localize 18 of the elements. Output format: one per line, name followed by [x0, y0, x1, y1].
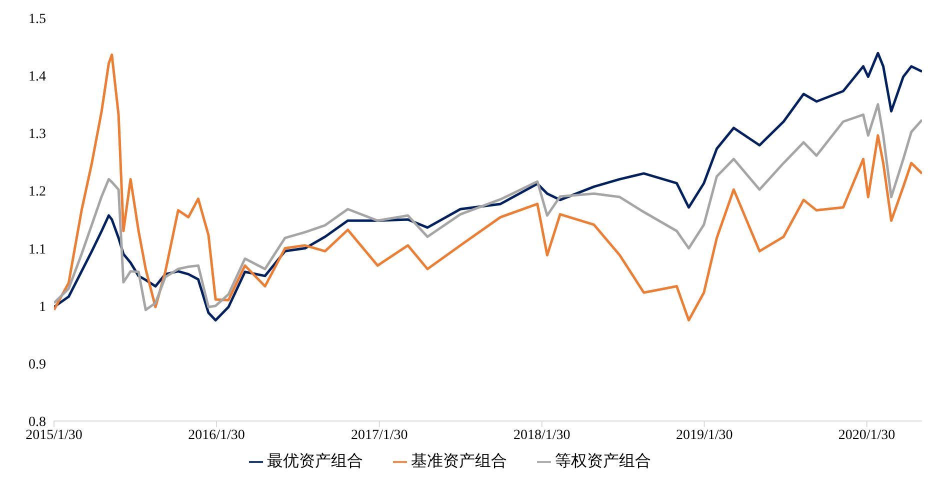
x-tick-label: 2015/1/30: [26, 428, 82, 443]
x-tick-label: 2020/1/30: [838, 428, 896, 443]
x-tick-label: 2017/1/30: [351, 428, 408, 443]
line-series: [54, 103, 922, 312]
y-tick-label: 1.1: [28, 242, 46, 258]
y-tick-label: 1.2: [28, 184, 46, 200]
x-tick-label: 2019/1/30: [676, 428, 733, 443]
y-tick-label: 0.8: [28, 414, 46, 430]
x-tick-label: 2018/1/30: [513, 428, 570, 443]
legend-label: 最优资产组合: [267, 453, 363, 470]
legend-label: 基准资产组合: [411, 453, 507, 470]
y-tick-label: 1.4: [28, 70, 46, 85]
y-tick-label: 0.9: [28, 357, 46, 372]
y-tick-label: 1.3: [28, 127, 46, 142]
y-tick-label: 1: [39, 300, 46, 315]
legend-label: 等权资产组合: [555, 453, 651, 470]
y-tick-label: 1.5: [28, 12, 46, 27]
x-tick-label: 2016/1/30: [188, 428, 245, 443]
